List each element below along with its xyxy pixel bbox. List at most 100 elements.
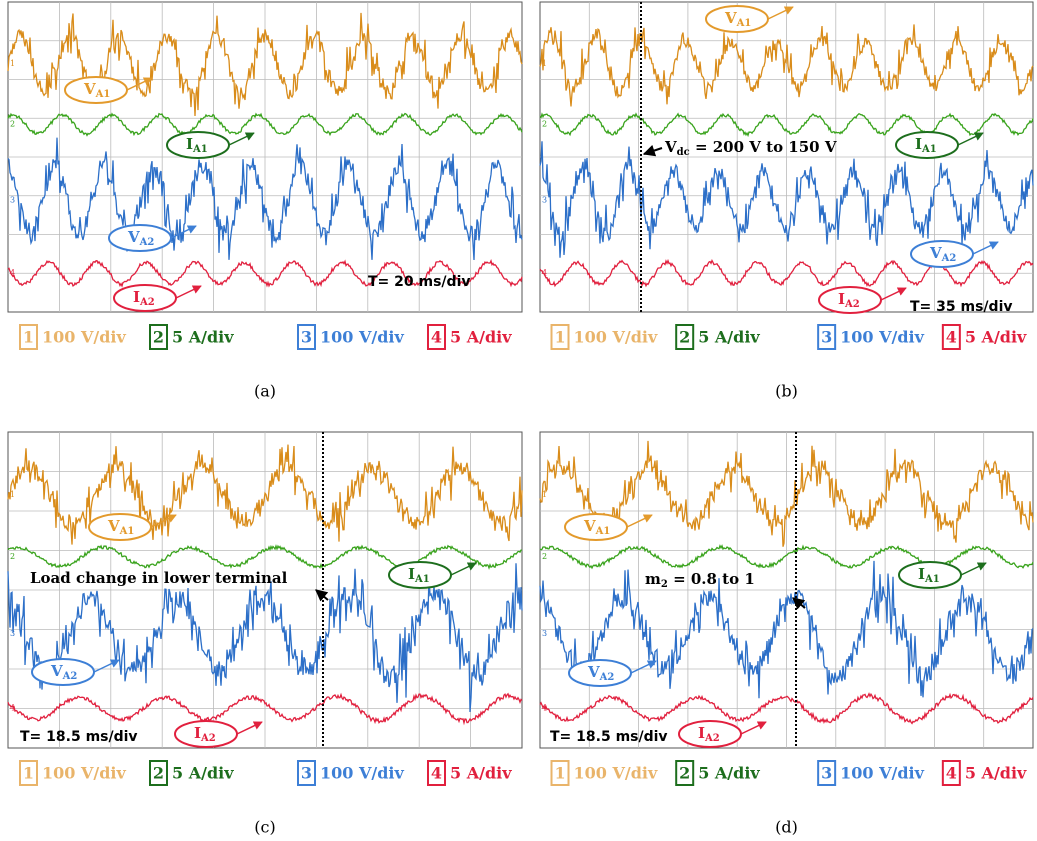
channel-number: 4 bbox=[946, 328, 957, 347]
annotation-sub: dc bbox=[677, 147, 690, 158]
time-scale: T= 18.5 ms/div bbox=[550, 729, 668, 745]
label-main: I bbox=[133, 288, 140, 306]
channel-number: 4 bbox=[431, 764, 442, 783]
channel-number: 1 bbox=[554, 764, 565, 783]
label-sub: A2 bbox=[139, 237, 155, 248]
channel-number: 1 bbox=[23, 764, 34, 783]
channel-scale: 5 A/div bbox=[698, 764, 760, 783]
label-main: V bbox=[50, 662, 63, 680]
channel-marker: 3 bbox=[10, 629, 15, 638]
time-scale: T= 20 ms/div bbox=[368, 274, 471, 290]
caption: (a) bbox=[254, 382, 276, 401]
label-main: I bbox=[408, 565, 415, 583]
label-sub: A2 bbox=[941, 253, 957, 264]
channel-scale: 100 V/div bbox=[840, 328, 924, 347]
label-main: V bbox=[587, 663, 600, 681]
label-sub: A1 bbox=[414, 574, 430, 585]
time-scale: T= 18.5 ms/div bbox=[20, 729, 138, 745]
label-sub: A1 bbox=[119, 526, 135, 537]
label-main: V bbox=[107, 517, 120, 535]
annotation-rest: = 0.8 to 1 bbox=[668, 570, 755, 588]
channel-scale: 100 V/div bbox=[42, 328, 126, 347]
channel-number: 4 bbox=[946, 764, 957, 783]
label-sub: A2 bbox=[139, 297, 155, 308]
caption: (c) bbox=[254, 818, 275, 837]
channel-scale: 5 A/div bbox=[172, 328, 234, 347]
channel-marker: 4 bbox=[542, 704, 547, 713]
channel-scale: 100 V/div bbox=[320, 328, 404, 347]
channel-marker: 3 bbox=[10, 195, 15, 204]
time-scale: T= 35 ms/div bbox=[910, 299, 1013, 315]
channel-marker: 2 bbox=[542, 119, 547, 128]
label-sub: A1 bbox=[192, 144, 208, 155]
channel-number: 1 bbox=[554, 328, 565, 347]
channel-number: 3 bbox=[301, 328, 312, 347]
channel-scale: 5 A/div bbox=[172, 764, 234, 783]
channel-marker: 1 bbox=[10, 490, 15, 499]
annotation-sub: 2 bbox=[661, 579, 668, 590]
channel-marker: 1 bbox=[542, 490, 547, 499]
figure: 1234VA1IA1VA2IA2T= 20 ms/div1100 V/div25… bbox=[0, 0, 1037, 841]
channel-number: 2 bbox=[679, 764, 690, 783]
label-sub: A2 bbox=[200, 733, 216, 744]
channel-scale: 100 V/div bbox=[320, 764, 404, 783]
channel-scale: 5 A/div bbox=[965, 328, 1027, 347]
label-sub: A2 bbox=[844, 299, 860, 310]
caption: (d) bbox=[775, 818, 798, 837]
channel-scale: 5 A/div bbox=[450, 328, 512, 347]
channel-marker: 4 bbox=[10, 704, 15, 713]
channel-scale: 5 A/div bbox=[450, 764, 512, 783]
annotation-main: V bbox=[664, 138, 677, 156]
channel-marker: 1 bbox=[542, 59, 547, 68]
channel-number: 2 bbox=[153, 328, 164, 347]
channel-number: 3 bbox=[821, 764, 832, 783]
channel-number: 2 bbox=[153, 764, 164, 783]
channel-scale: 100 V/div bbox=[42, 764, 126, 783]
label-sub: A2 bbox=[599, 672, 615, 683]
annotation-main: Load change in lower terminal bbox=[30, 569, 288, 587]
annotation: Vdc = 200 V to 150 V bbox=[664, 138, 837, 158]
channel-number: 2 bbox=[679, 328, 690, 347]
label-sub: A1 bbox=[921, 144, 937, 155]
label-main: V bbox=[724, 9, 737, 27]
channel-scale: 100 V/div bbox=[840, 764, 924, 783]
label-sub: A1 bbox=[924, 574, 940, 585]
label-main: I bbox=[186, 135, 193, 153]
label-main: I bbox=[194, 724, 201, 742]
label-sub: A1 bbox=[595, 526, 611, 537]
annotation: Load change in lower terminal bbox=[30, 569, 288, 587]
label-sub: A1 bbox=[736, 18, 752, 29]
channel-marker: 4 bbox=[10, 268, 15, 277]
channel-marker: 4 bbox=[542, 268, 547, 277]
channel-marker: 2 bbox=[10, 552, 15, 561]
channel-number: 4 bbox=[431, 328, 442, 347]
channel-marker: 2 bbox=[542, 552, 547, 561]
channel-marker: 3 bbox=[542, 629, 547, 638]
label-main: V bbox=[583, 517, 596, 535]
channel-marker: 1 bbox=[10, 59, 15, 68]
label-sub: A2 bbox=[704, 733, 720, 744]
label-sub: A2 bbox=[62, 671, 78, 682]
label-main: V bbox=[127, 228, 140, 246]
channel-marker: 3 bbox=[542, 195, 547, 204]
channel-scale: 100 V/div bbox=[574, 328, 658, 347]
channel-number: 3 bbox=[301, 764, 312, 783]
channel-marker: 2 bbox=[10, 119, 15, 128]
label-main: V bbox=[929, 244, 942, 262]
label-main: V bbox=[83, 80, 96, 98]
annotation-main: m bbox=[645, 570, 661, 588]
label-main: I bbox=[698, 724, 705, 742]
caption: (b) bbox=[775, 382, 798, 401]
annotation-rest: = 200 V to 150 V bbox=[690, 138, 837, 156]
label-main: I bbox=[915, 135, 922, 153]
channel-scale: 100 V/div bbox=[574, 764, 658, 783]
label-main: I bbox=[838, 290, 845, 308]
label-sub: A1 bbox=[95, 89, 111, 100]
channel-scale: 5 A/div bbox=[965, 764, 1027, 783]
channel-scale: 5 A/div bbox=[698, 328, 760, 347]
label-main: I bbox=[918, 565, 925, 583]
